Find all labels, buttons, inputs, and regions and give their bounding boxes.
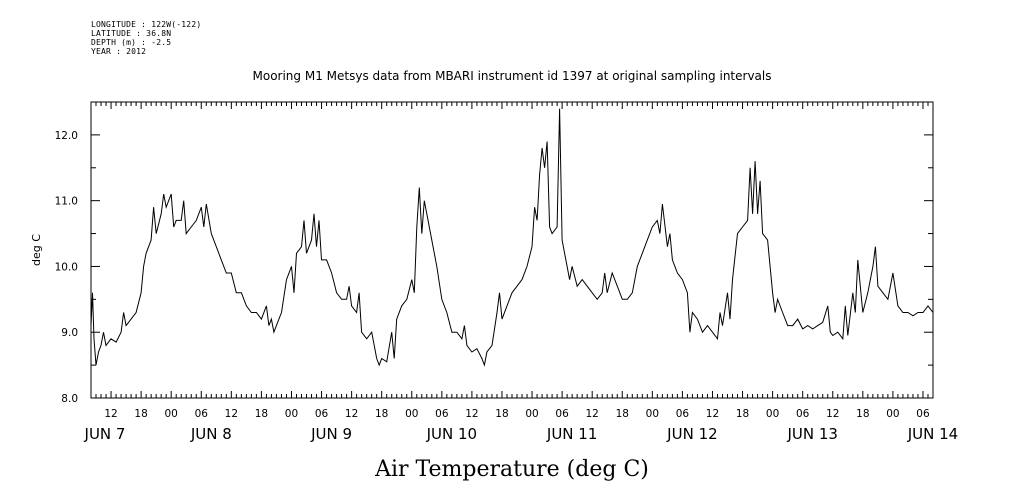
x-tick-label: 18 <box>375 408 388 420</box>
y-tick-label: 11.0 <box>55 196 78 208</box>
x-tick-label: 00 <box>525 408 538 420</box>
x-tick-label: 12 <box>586 408 599 420</box>
x-tick-label: 12 <box>465 408 478 420</box>
x-tick-label: 18 <box>736 408 749 420</box>
x-day-label: JUN 11 <box>546 425 597 443</box>
x-tick-label: 06 <box>555 408 569 420</box>
x-tick-label: 18 <box>255 408 268 420</box>
x-tick-label: 00 <box>766 408 779 420</box>
x-tick-label: 12 <box>104 408 117 420</box>
x-day-label: JUN 13 <box>786 425 837 443</box>
x-tick-label: 18 <box>856 408 869 420</box>
x-tick-label: 18 <box>616 408 629 420</box>
x-tick-label: 18 <box>134 408 147 420</box>
x-tick-label: 12 <box>706 408 719 420</box>
depth-text: DEPTH (m) : -2.5 <box>91 38 172 47</box>
x-tick-label: 12 <box>345 408 358 420</box>
x-day-label: JUN 10 <box>426 425 477 443</box>
y-axis-label: deg C <box>30 234 43 266</box>
chart-title: Mooring M1 Metsys data from MBARI instru… <box>253 69 772 83</box>
x-axis: 12 18 00 06 12 18 00 06 12 18 00 06 12 18 00 06 12 18 00 06… <box>84 102 958 443</box>
x-day-label: JUN 14 <box>907 425 958 443</box>
y-tick-label: 12.0 <box>55 130 78 142</box>
x-day-label: JUN 12 <box>666 425 717 443</box>
y-tick-label: 8.0 <box>61 393 78 405</box>
x-tick-label: 06 <box>916 408 930 420</box>
x-tick-label: 00 <box>405 408 418 420</box>
x-tick-label: 06 <box>435 408 449 420</box>
x-tick-label: 18 <box>495 408 508 420</box>
x-axis-title: Air Temperature (deg C) <box>374 457 649 482</box>
x-tick-label: 00 <box>165 408 178 420</box>
x-tick-label: 12 <box>826 408 839 420</box>
metadata-block: LONGITUDE : 122W(-122) LATITUDE : 36.8N … <box>91 20 201 56</box>
y-tick-label: 10.0 <box>55 261 78 273</box>
x-tick-label: 00 <box>886 408 899 420</box>
x-tick-label: 12 <box>225 408 238 420</box>
y-tick-label: 9.0 <box>61 327 78 339</box>
x-day-label: JUN 7 <box>84 425 126 443</box>
x-day-label: JUN 9 <box>310 425 352 443</box>
y-axis: 8.0 9.0 10.0 11.0 12.0 <box>55 101 933 405</box>
series-line <box>90 108 934 367</box>
x-tick-label: 00 <box>285 408 298 420</box>
x-tick-label: 00 <box>646 408 659 420</box>
x-day-label: JUN 8 <box>190 425 232 443</box>
longitude-text: LONGITUDE : 122W(-122) <box>91 20 202 29</box>
x-tick-label: 06 <box>796 408 810 420</box>
x-tick-label: 06 <box>315 408 329 420</box>
x-tick-label: 06 <box>195 408 209 420</box>
year-text: YEAR : 2012 <box>91 47 147 56</box>
latitude-text: LATITUDE : 36.8N <box>91 29 172 38</box>
x-tick-label: 06 <box>676 408 690 420</box>
